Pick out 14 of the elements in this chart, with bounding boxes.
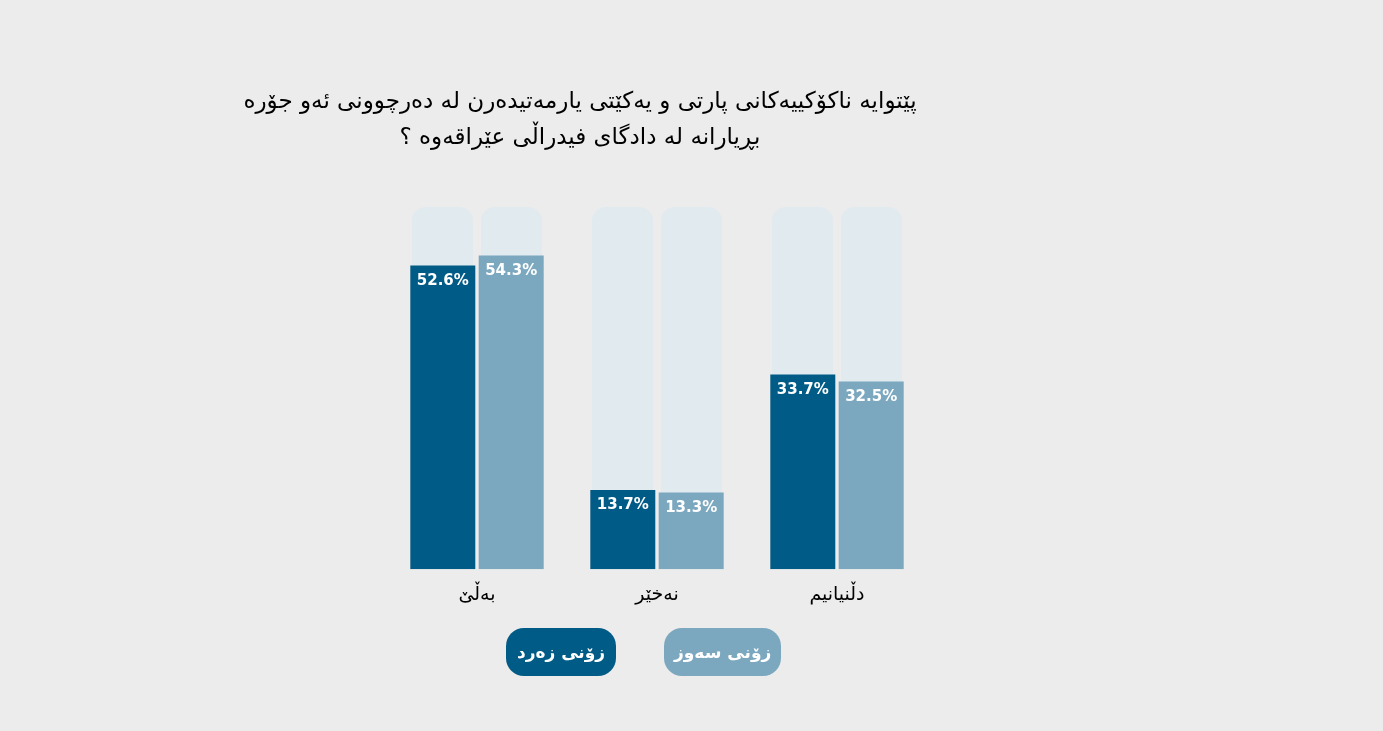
data-label: 33.7%	[776, 379, 829, 398]
data-label: 52.6%	[416, 270, 469, 289]
x-tick-label: دڵنیانیم	[809, 580, 865, 605]
bar	[658, 492, 724, 570]
x-tick-label: نەخێر	[634, 581, 679, 605]
text: زۆنی زەرد	[506, 628, 616, 676]
chart-title: پێتوایە ناکۆکییەکانی پارتی و یەکێتی یارمەتیدەرن لە دەرچوونی ئەو جۆرە بڕیارانە لە دادگای فیدراڵی عێراقەوە ؟	[242, 86, 918, 152]
text: زۆنی سەوز	[664, 628, 782, 676]
data-label: 32.5%	[845, 386, 898, 405]
bar	[590, 490, 656, 570]
x-tick-label: بەڵێ	[458, 580, 496, 604]
data-label: 54.3%	[485, 261, 538, 279]
data-label: 13.3%	[665, 497, 718, 516]
data-label: 13.7%	[596, 495, 649, 514]
